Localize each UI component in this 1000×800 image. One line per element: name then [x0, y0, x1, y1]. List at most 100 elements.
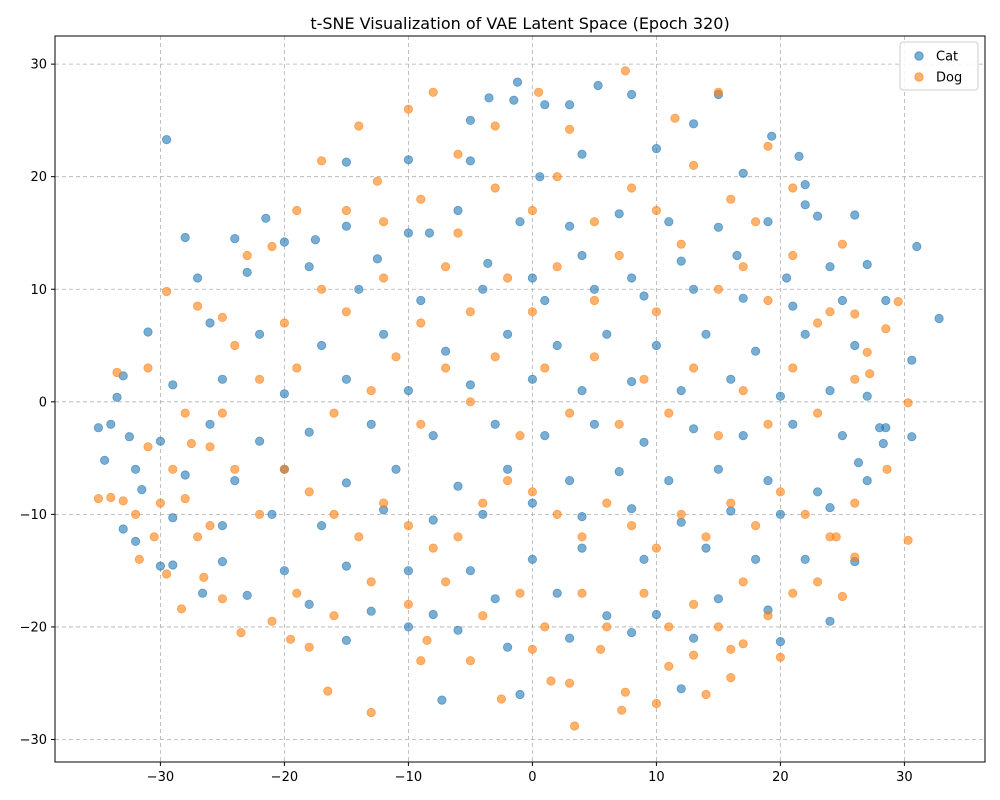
dog-point	[750, 520, 761, 531]
dog-point	[267, 241, 277, 252]
cat-point	[750, 554, 761, 565]
cat-point	[416, 295, 426, 306]
dog-point	[688, 160, 699, 170]
cat-point	[602, 611, 612, 621]
cat-point	[676, 385, 686, 396]
cat-point	[403, 622, 413, 632]
cat-point	[403, 385, 413, 396]
dog-point	[162, 569, 172, 579]
dog-point	[589, 352, 600, 362]
dog-point	[893, 296, 903, 307]
cat-point	[564, 633, 575, 643]
dog-point	[378, 498, 389, 508]
cat-point	[540, 295, 550, 306]
y-tick-label: 30	[30, 58, 47, 73]
dog-point	[763, 141, 773, 151]
x-tick-label: 30	[896, 770, 913, 785]
cat-point	[180, 470, 190, 480]
cat-point	[775, 509, 786, 520]
dog-point	[180, 493, 190, 504]
cat-point	[614, 209, 624, 219]
cat-point	[781, 273, 792, 283]
cat-point	[205, 318, 215, 328]
cat-point	[366, 419, 376, 429]
dog-point	[812, 408, 823, 418]
dog-point	[788, 363, 798, 373]
dog-point	[825, 307, 835, 317]
dog-point	[490, 352, 500, 362]
cat-point	[341, 221, 351, 231]
cat-point	[775, 636, 786, 647]
dog-point	[354, 121, 364, 131]
dog-point	[564, 124, 575, 134]
cat-point	[688, 284, 699, 294]
dog-point	[701, 532, 711, 542]
cat-point	[378, 329, 389, 339]
cat-point	[341, 635, 351, 646]
dog-point	[664, 622, 674, 632]
dog-point	[676, 239, 686, 249]
legend-marker-dog	[914, 72, 924, 82]
x-tick-label: −20	[271, 770, 298, 785]
dog-point	[515, 588, 525, 598]
cat-point	[589, 284, 600, 294]
cat-point	[540, 430, 550, 441]
cat-point	[424, 228, 435, 238]
x-tick-label: 20	[772, 770, 789, 785]
cat-point	[850, 210, 860, 220]
dog-point	[292, 205, 302, 216]
dog-point	[502, 273, 513, 283]
dog-point	[688, 363, 699, 373]
dog-point	[540, 622, 550, 632]
dog-point	[850, 374, 860, 384]
cat-point	[131, 536, 141, 547]
cat-point	[639, 291, 649, 301]
cat-point	[502, 464, 513, 474]
cat-point	[564, 100, 575, 110]
dog-point	[453, 228, 463, 238]
cat-point	[428, 609, 438, 620]
cat-point	[124, 432, 134, 442]
cat-point	[907, 432, 917, 442]
cat-point	[255, 436, 265, 446]
dog-point	[316, 156, 327, 166]
cat-point	[800, 200, 810, 210]
cat-point	[577, 511, 587, 522]
dog-point	[403, 104, 413, 114]
dog-point	[255, 374, 265, 384]
cat-point	[825, 502, 835, 513]
dog-point	[217, 594, 227, 604]
dog-point	[440, 262, 451, 272]
dog-point	[602, 498, 612, 508]
dog-point	[626, 520, 637, 531]
plot-area-frame	[54, 35, 986, 763]
cat-point	[316, 340, 327, 351]
y-tick-label: 0	[39, 395, 47, 410]
cat-point	[354, 284, 364, 294]
dog-point	[726, 498, 736, 508]
dog-point	[837, 239, 848, 249]
cat-point	[242, 267, 252, 277]
dog-point	[577, 532, 587, 542]
dog-point	[788, 588, 798, 598]
dog-point	[366, 577, 376, 587]
cat-point	[552, 340, 562, 351]
dog-point	[106, 492, 116, 503]
cat-point	[651, 144, 662, 154]
cat-point	[738, 430, 748, 441]
cat-point	[800, 554, 810, 565]
cat-point	[304, 599, 314, 610]
cat-point	[626, 376, 637, 387]
cat-point	[853, 457, 864, 468]
cat-point	[540, 100, 550, 110]
cat-point	[217, 374, 227, 384]
dog-point	[242, 250, 252, 261]
legend-label-dog: Dog	[936, 71, 962, 86]
dog-point	[788, 183, 798, 193]
cat-point	[478, 509, 488, 520]
dog-point	[639, 588, 649, 598]
cat-point	[862, 391, 872, 401]
cat-point	[726, 506, 736, 516]
dog-point	[502, 475, 513, 486]
dog-point	[490, 183, 500, 193]
